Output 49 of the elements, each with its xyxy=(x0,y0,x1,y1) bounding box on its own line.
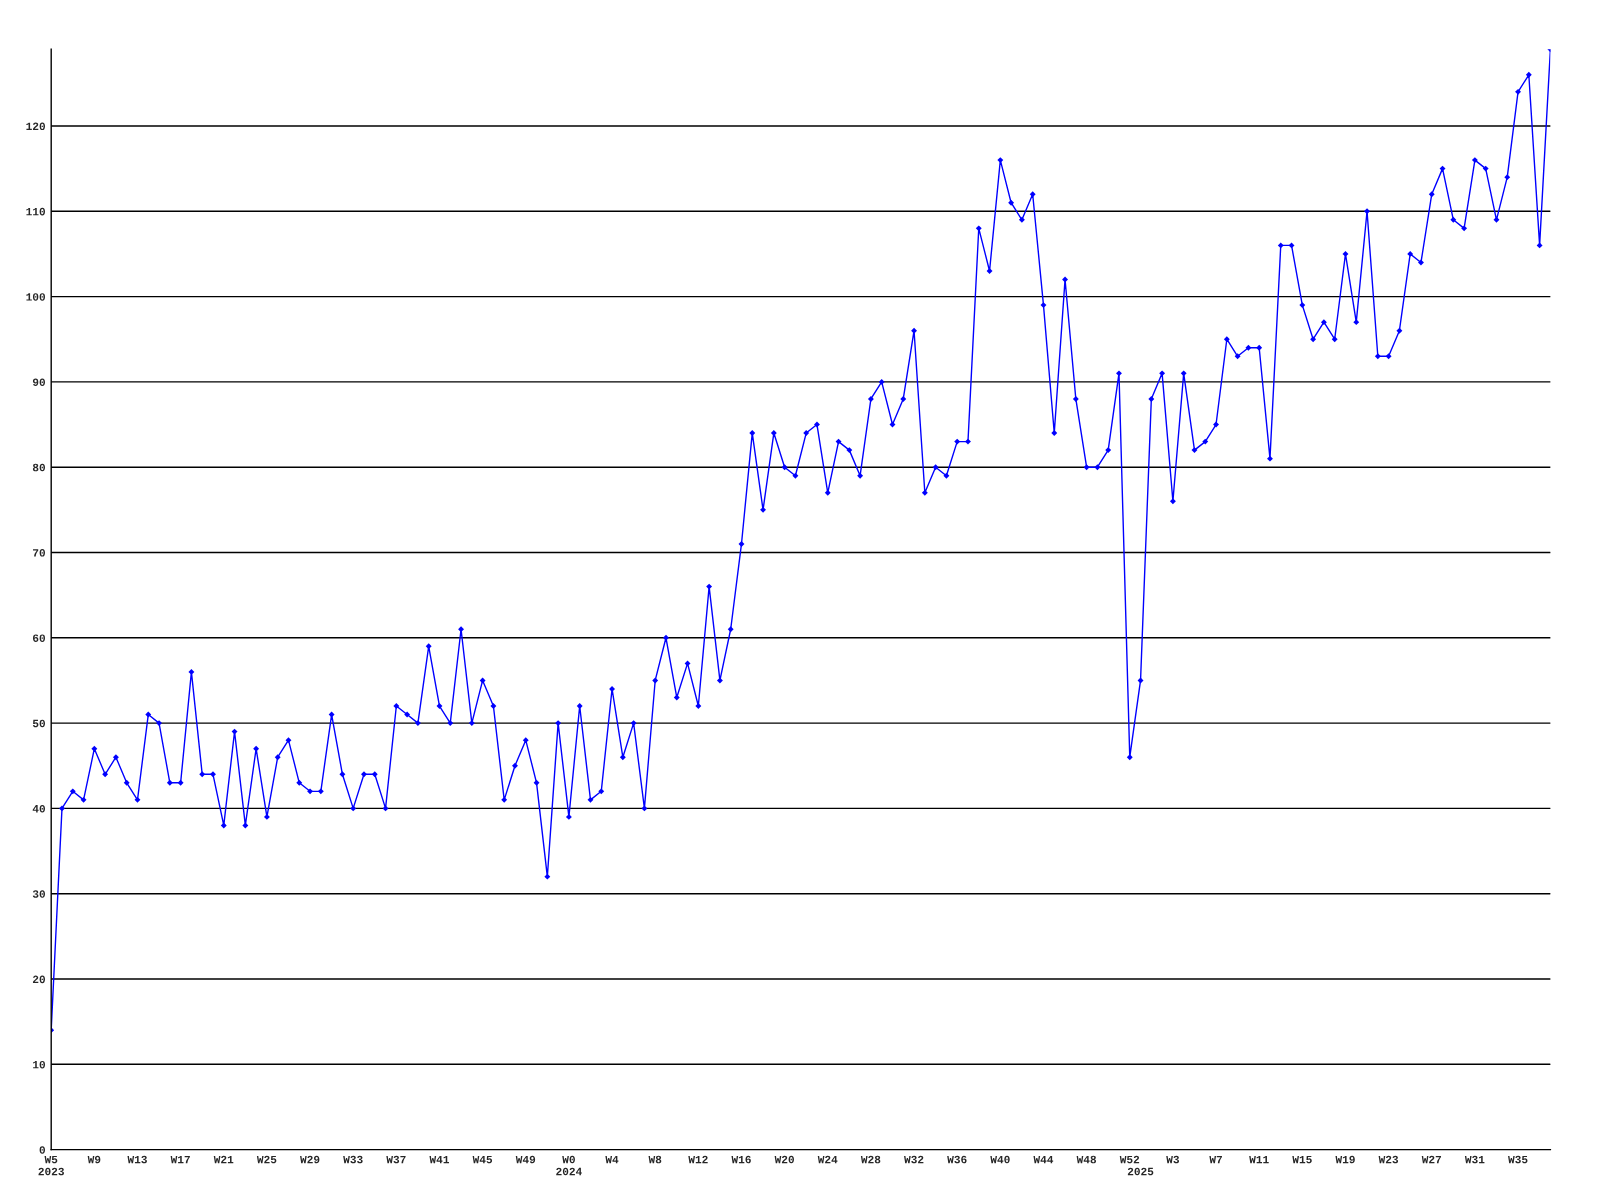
x-tick-label: W15 xyxy=(1292,1155,1312,1164)
x-tick-label: W37 xyxy=(386,1155,406,1164)
x-tick-label: W17 xyxy=(170,1155,190,1164)
y-tick-label: 80 xyxy=(32,463,45,472)
x-tick-label: W40 xyxy=(990,1155,1010,1164)
y-tick-label: 0 xyxy=(39,1146,45,1154)
x-tick-label: W12 xyxy=(688,1155,708,1164)
x-tick-label: W0 2024 xyxy=(556,1155,582,1176)
x-tick-label: W49 xyxy=(515,1155,536,1164)
x-tick-label: 2025 xyxy=(1127,1167,1154,1176)
x-tick-label: W29 xyxy=(300,1155,320,1164)
x-tick-label: W52 xyxy=(1119,1155,1140,1164)
x-tick-label: W13 xyxy=(127,1155,147,1164)
y-tick-label: 120 xyxy=(26,122,45,131)
y-tick-label: 90 xyxy=(32,378,45,387)
y-tick-label: 110 xyxy=(26,207,45,216)
x-tick-label: W7 xyxy=(1209,1155,1222,1164)
y-tick-label: 30 xyxy=(32,890,45,898)
x-tick-label: W31 xyxy=(1464,1155,1485,1164)
x-tick-label: W44 xyxy=(1033,1155,1054,1164)
x-tick-label: W5 2023 xyxy=(38,1155,64,1176)
y-tick-label: 100 xyxy=(26,293,45,301)
x-tick-label: W21 xyxy=(213,1155,234,1164)
x-tick-label: W9 xyxy=(87,1155,101,1164)
x-tick-label: W45 xyxy=(472,1155,493,1164)
y-tick-label: 60 xyxy=(32,634,45,642)
x-tick-label: W35 xyxy=(1508,1155,1528,1164)
x-tick-label: W28 xyxy=(860,1155,881,1164)
x-tick-label: W11 xyxy=(1249,1155,1269,1164)
y-tick-label: 20 xyxy=(32,975,45,984)
x-tick-label: W4 xyxy=(605,1155,619,1164)
y-tick-label: 50 xyxy=(32,719,45,728)
y-tick-label: 10 xyxy=(33,1060,45,1069)
x-tick-label: W41 xyxy=(429,1155,450,1164)
x-tick-label: W32 xyxy=(904,1155,924,1164)
x-tick-label: W25 xyxy=(256,1155,277,1164)
x-tick-label: W36 xyxy=(947,1155,967,1164)
x-tick-label: W27 xyxy=(1421,1155,1442,1164)
x-tick-label: W33 xyxy=(343,1155,363,1164)
y-tick-label: 40 xyxy=(32,804,45,813)
x-tick-label: W48 xyxy=(1076,1155,1097,1164)
x-tick-label: W20 xyxy=(774,1155,794,1164)
x-tick-label: W19 xyxy=(1335,1155,1355,1164)
x-tick-label: W3 xyxy=(1166,1155,1180,1164)
x-tick-label: W24 xyxy=(817,1155,838,1164)
x-tick-label: W23 xyxy=(1378,1155,1399,1164)
y-tick-label: 70 xyxy=(33,549,45,557)
x-tick-label: W16 xyxy=(731,1155,751,1164)
x-tick-label: W8 xyxy=(648,1155,662,1164)
